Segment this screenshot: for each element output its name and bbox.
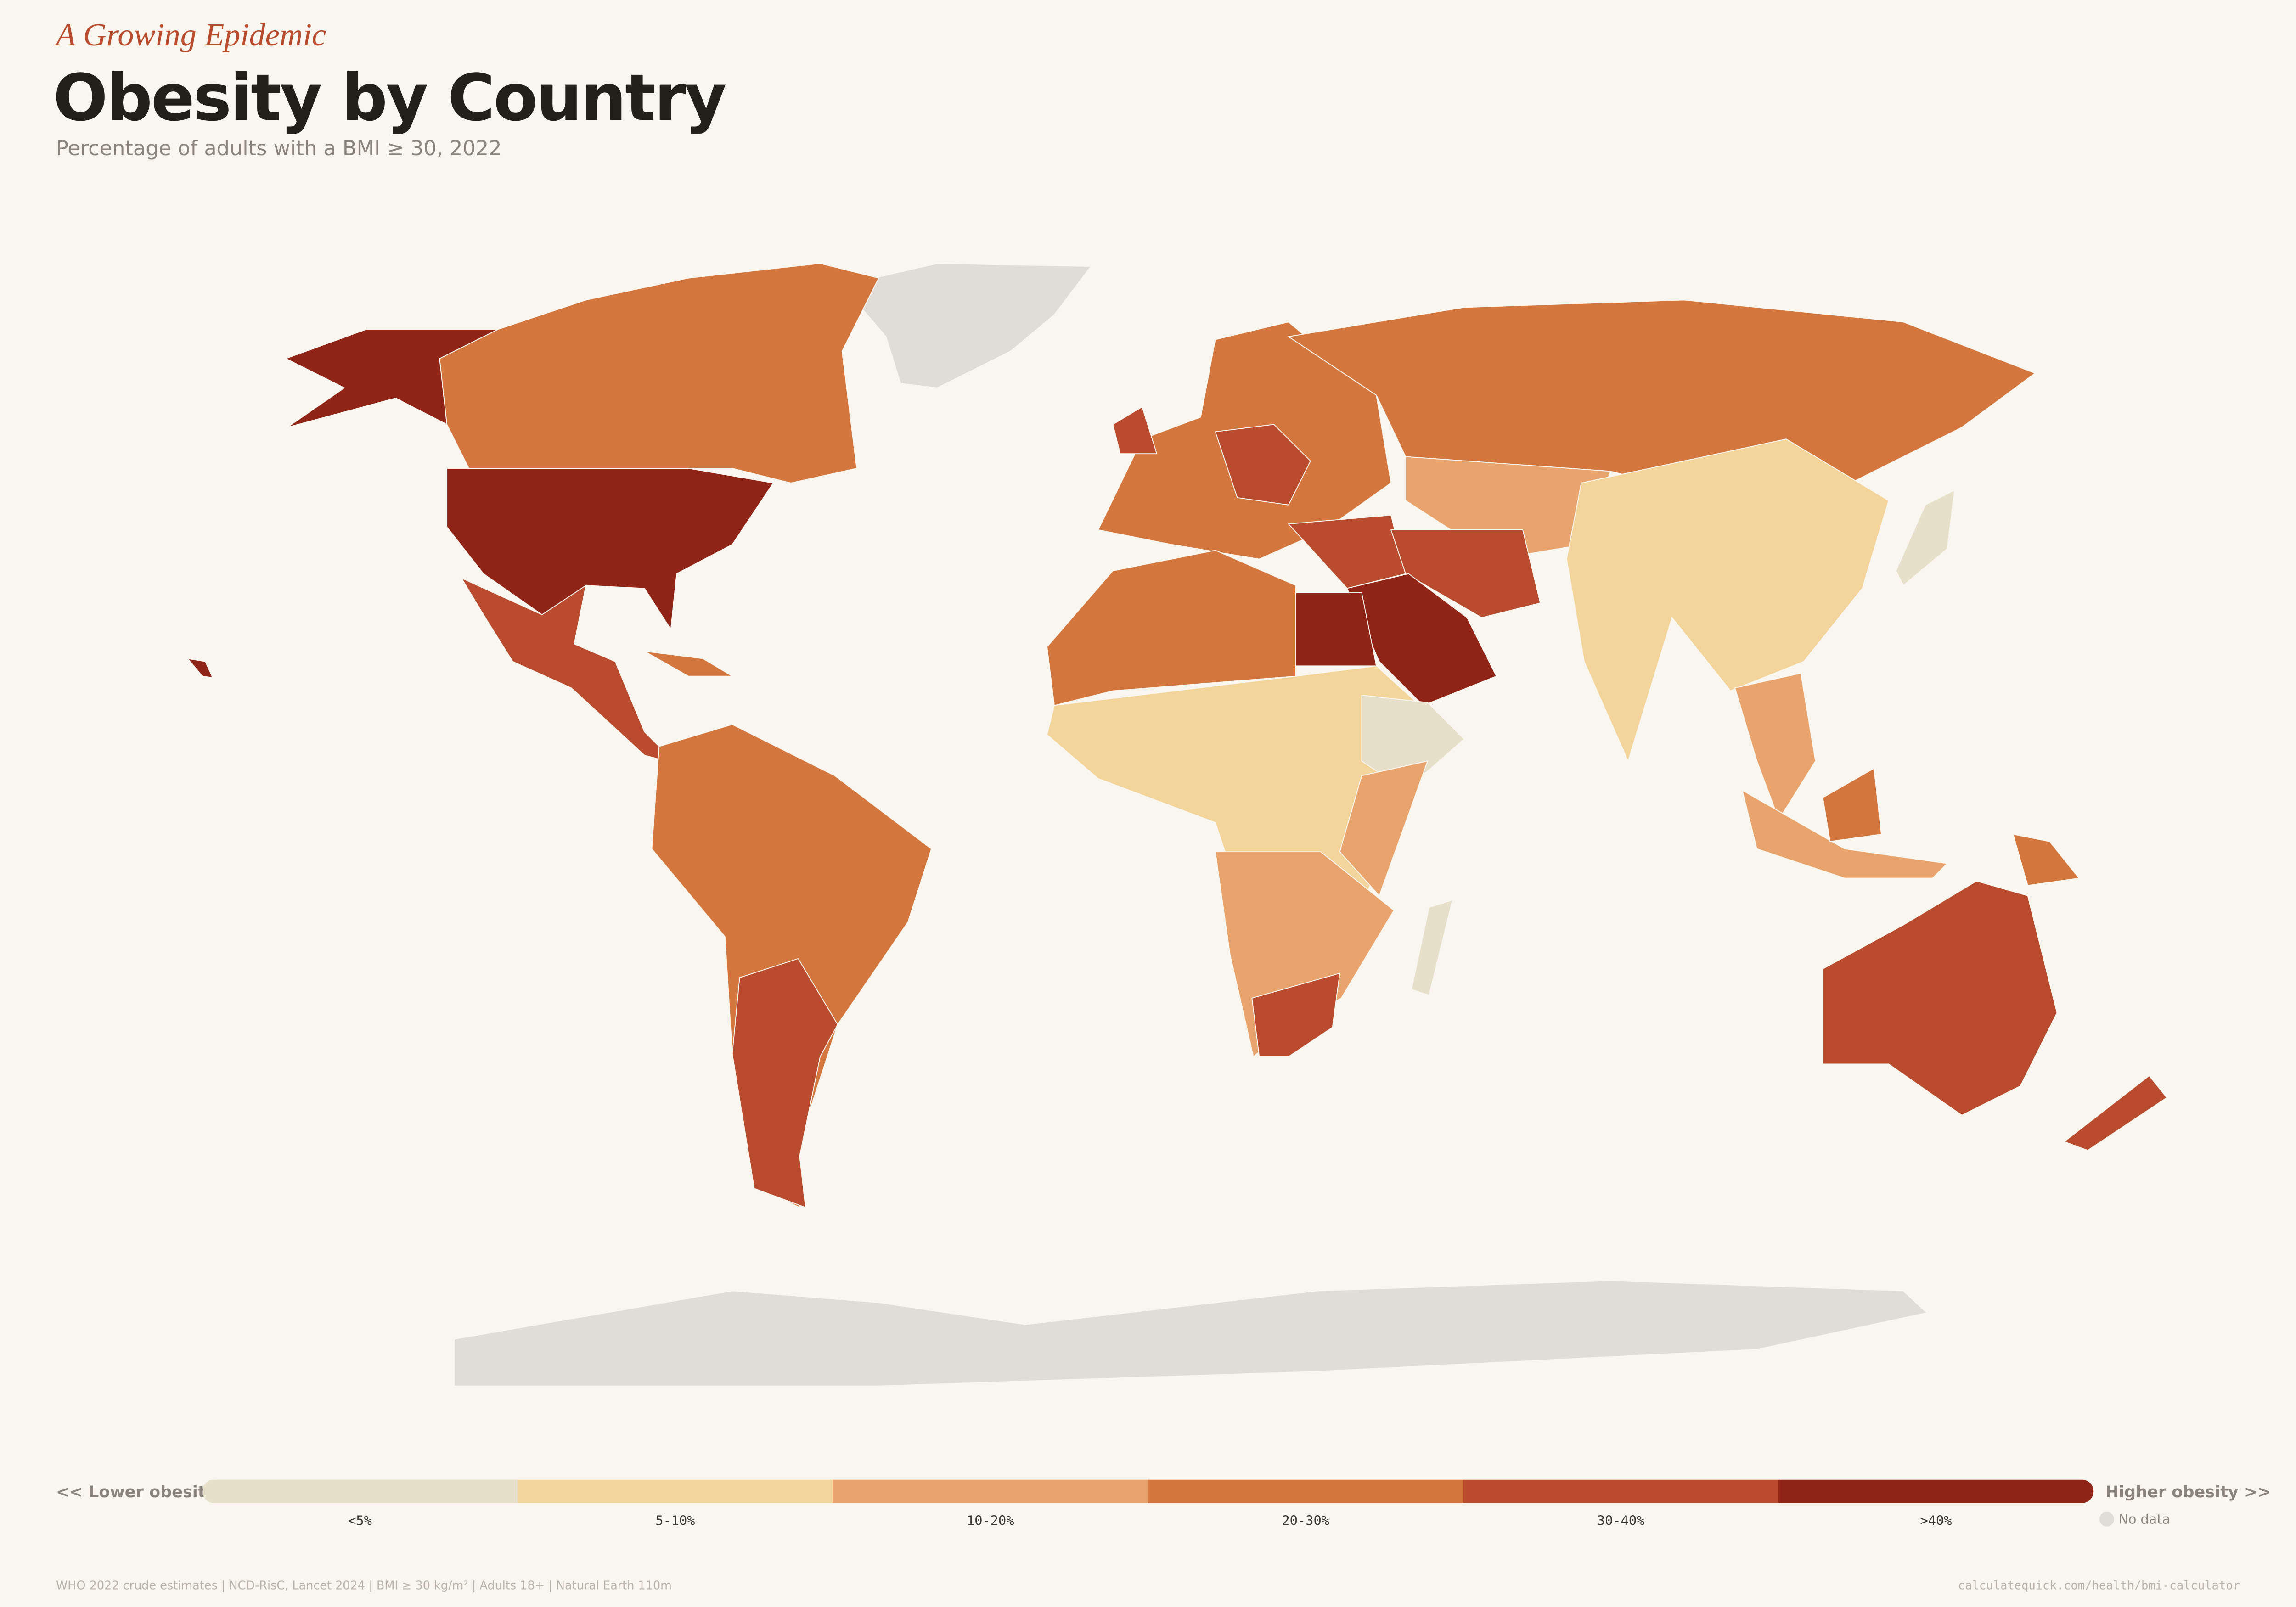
alaska bbox=[285, 329, 499, 428]
hawaii bbox=[186, 658, 214, 679]
japan bbox=[1895, 489, 1955, 586]
south-africa bbox=[1251, 972, 1340, 1057]
legend-swatch bbox=[1148, 1479, 1464, 1503]
legend-bin-label: 20-30% bbox=[1282, 1512, 1329, 1528]
legend-bin-label: 5-10% bbox=[655, 1512, 695, 1528]
legend-low-label: << Lower obesity bbox=[56, 1483, 216, 1501]
madagascar bbox=[1411, 899, 1453, 996]
no-data-swatch bbox=[2099, 1511, 2114, 1527]
footer-source: WHO 2022 crude estimates | NCD-RisC, Lan… bbox=[56, 1579, 672, 1593]
legend-swatch bbox=[833, 1479, 1149, 1503]
east-africa bbox=[1339, 760, 1429, 897]
indonesia bbox=[1741, 789, 1948, 879]
legend-swatch bbox=[518, 1479, 834, 1503]
legend-swatch bbox=[1778, 1479, 2094, 1503]
world-map bbox=[186, 263, 2167, 1387]
argentina-chile bbox=[732, 958, 838, 1208]
usa bbox=[446, 468, 774, 631]
greenland bbox=[841, 263, 1092, 388]
caribbean bbox=[644, 651, 734, 677]
horn-of-africa bbox=[1361, 695, 1465, 791]
arabia bbox=[1346, 573, 1497, 706]
legend-swatch bbox=[1463, 1479, 1779, 1503]
legend-high-label: Higher obesity >> bbox=[2105, 1483, 2271, 1501]
subtitle: Percentage of adults with a BMI ≥ 30, 20… bbox=[56, 136, 502, 160]
new-zealand bbox=[2063, 1075, 2167, 1151]
new-guinea bbox=[2012, 833, 2080, 886]
iran bbox=[1390, 529, 1541, 618]
egypt bbox=[1295, 592, 1377, 667]
legend-bin-label: 10-20% bbox=[967, 1512, 1014, 1528]
title: Obesity by Country bbox=[53, 61, 726, 135]
legend-bin-label: 30-40% bbox=[1597, 1512, 1645, 1528]
uk bbox=[1112, 406, 1158, 455]
southeast-asia bbox=[1734, 673, 1816, 821]
legend-swatch bbox=[202, 1479, 518, 1503]
antarctica bbox=[454, 1280, 1928, 1387]
china-india bbox=[1566, 438, 1890, 763]
legend: << Lower obesity Higher obesity >> No da… bbox=[56, 1479, 2271, 1528]
north-africa bbox=[1047, 550, 1296, 706]
borneo bbox=[1822, 767, 1882, 842]
footer-url: calculatequick.com/health/bmi-calculator bbox=[1958, 1579, 2240, 1593]
no-data-label: No data bbox=[2118, 1511, 2170, 1527]
kicker: A Growing Epidemic bbox=[54, 17, 326, 53]
legend-bin-label: >40% bbox=[1920, 1512, 1952, 1528]
legend-bin-label: <5% bbox=[348, 1512, 372, 1528]
central-europe bbox=[1215, 424, 1311, 506]
australia bbox=[1822, 880, 2058, 1116]
